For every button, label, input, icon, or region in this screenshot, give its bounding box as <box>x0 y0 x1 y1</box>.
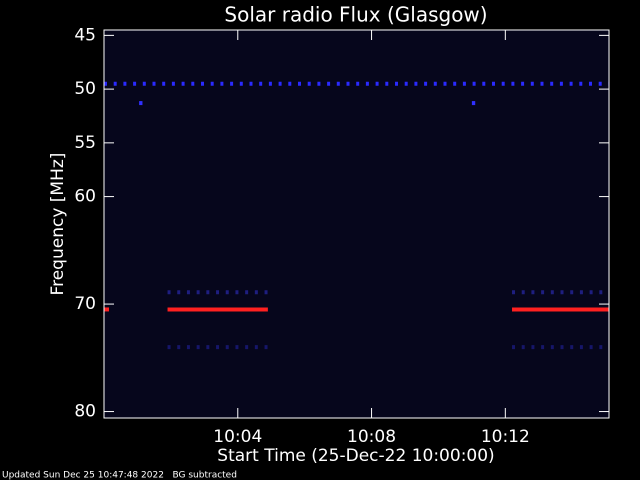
y-tick-label: 55 <box>74 133 96 153</box>
plot-area <box>104 30 609 418</box>
y-tick-label: 60 <box>74 187 96 207</box>
y-tick-label: 80 <box>74 402 96 422</box>
x-tick-label: 10:08 <box>347 427 396 447</box>
plot-frame <box>103 29 610 419</box>
x-tick-label: 10:04 <box>213 427 262 447</box>
y-tick-label: 50 <box>74 79 96 99</box>
chart-title: Solar radio Flux (Glasgow) <box>224 3 487 27</box>
x-tick-label: 10:12 <box>481 427 530 447</box>
y-axis-label: Frequency [MHz] <box>48 153 68 296</box>
y-tick-label: 45 <box>74 25 96 45</box>
y-tick-label: 70 <box>74 294 96 314</box>
footer: Updated Sun Dec 25 10:47:48 2022 BG subt… <box>2 471 237 480</box>
x-axis-label: Start Time (25-Dec-22 10:00:00) <box>217 446 494 466</box>
